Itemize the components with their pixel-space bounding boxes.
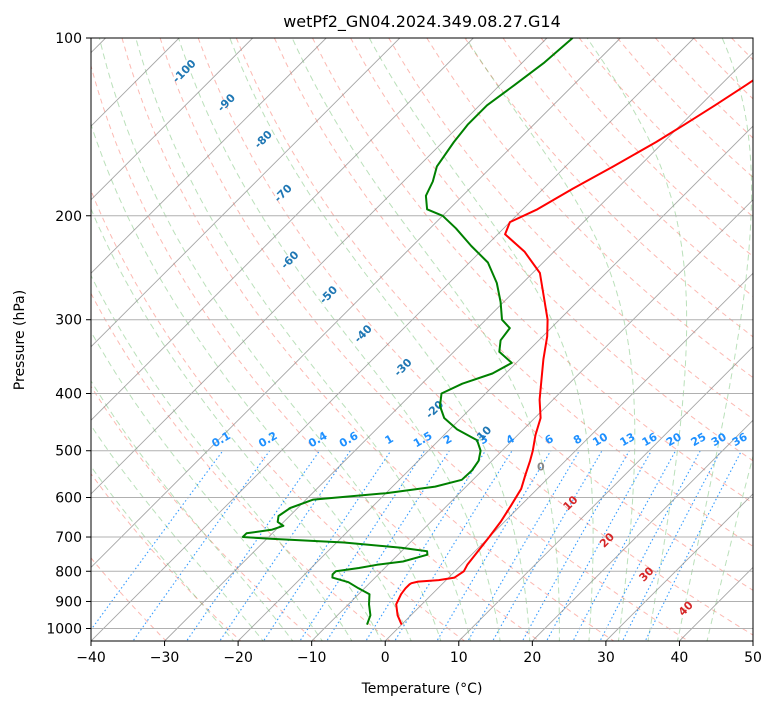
- mixing-ratio-line: [219, 450, 351, 641]
- x-axis: −40 −30 −20 −10 0 10 20 30 40 50: [76, 641, 762, 666]
- y-tick-label: 400: [55, 387, 82, 403]
- y-tick-label: 800: [55, 564, 82, 580]
- dry-adiabat-line: [159, 38, 690, 641]
- y-axis: 100 200 300 400 500 600 700 800 900 1000: [46, 31, 91, 637]
- x-tick-label: 40: [671, 650, 689, 666]
- temperature-profile-line: [395, 79, 753, 625]
- mixing-ratio-line: [545, 450, 652, 641]
- dry-adiabat-line: [770, 38, 775, 643]
- dry-adiabat-line: [350, 38, 753, 462]
- dry-adiabat-line: [121, 38, 615, 641]
- moist-adiabat-line: [91, 207, 383, 641]
- isotherm-line: [605, 493, 753, 641]
- x-tick-label: 0: [381, 650, 390, 666]
- plot-frame: [90, 37, 754, 642]
- y-tick-label: 300: [55, 313, 82, 329]
- dry-adiabat-line: [91, 472, 242, 641]
- y-tick-label: 700: [55, 530, 82, 546]
- isotherm-line: [91, 38, 695, 641]
- isotherm-line: [237, 125, 753, 641]
- isotherm-line: [164, 51, 753, 641]
- dry-adiabat-line: [273, 38, 753, 548]
- plot-background: [91, 38, 753, 641]
- y-tick-label: 1000: [46, 621, 82, 637]
- isotherm-line: [311, 199, 753, 641]
- dry-adiabat-line: [388, 38, 753, 420]
- isotherm-line: [458, 346, 753, 641]
- x-tick-label: −40: [76, 650, 106, 666]
- mixing-ratio-line: [436, 450, 552, 641]
- y-tick-label: 200: [55, 209, 82, 225]
- isotherm-line: [91, 38, 548, 495]
- y-axis-label: Pressure (hPa): [12, 290, 28, 390]
- mixing-ratio-line: [599, 450, 701, 641]
- chart-title: wetPf2_GN04.2024.349.08.27.G14: [283, 12, 561, 32]
- mixing-ratio-lines: [91, 450, 742, 641]
- y-tick-label: 100: [55, 31, 82, 47]
- moist-adiabat-line: [91, 122, 412, 641]
- x-tick-label: −10: [297, 650, 327, 666]
- x-tick-label: 10: [450, 650, 468, 666]
- mixing-ratio-line: [262, 450, 392, 641]
- dry-adiabat-line: [312, 38, 753, 504]
- pressure-gridlines: [91, 38, 753, 629]
- isotherm-line: [91, 38, 254, 201]
- x-tick-label: 20: [523, 650, 541, 666]
- profile-lines: [241, 38, 753, 625]
- isotherm-line: [91, 38, 474, 421]
- x-tick-label: 30: [597, 650, 615, 666]
- y-tick-label: 900: [55, 594, 82, 610]
- y-tick-label: 600: [55, 490, 82, 506]
- isotherm-line: [91, 38, 327, 274]
- isotherms: [91, 38, 753, 641]
- isotherm-line: [91, 38, 621, 569]
- mixing-ratio-line: [91, 450, 224, 631]
- mixing-ratio-line: [365, 450, 486, 641]
- mixing-ratio-line: [185, 450, 321, 641]
- isotherm-line: [531, 419, 753, 641]
- isotherm-line: [752, 640, 753, 641]
- mixing-ratio-line: [572, 450, 677, 641]
- x-tick-label: −20: [223, 650, 253, 666]
- isotherm-line: [91, 38, 401, 348]
- mixing-ratio-line: [467, 450, 580, 641]
- x-tick-label: −30: [150, 650, 180, 666]
- dewpoint-profile-line: [241, 38, 574, 625]
- mixing-ratio-line: [299, 450, 426, 641]
- x-tick-label: 50: [744, 650, 762, 666]
- freezing-level-label: 0: [537, 461, 545, 474]
- mixing-ratio-line: [132, 450, 271, 641]
- x-axis-label: Temperature (°C): [361, 681, 483, 697]
- y-tick-label: 500: [55, 444, 82, 460]
- dry-adiabat-line: [235, 38, 753, 591]
- dry-adiabat-line: [91, 385, 317, 641]
